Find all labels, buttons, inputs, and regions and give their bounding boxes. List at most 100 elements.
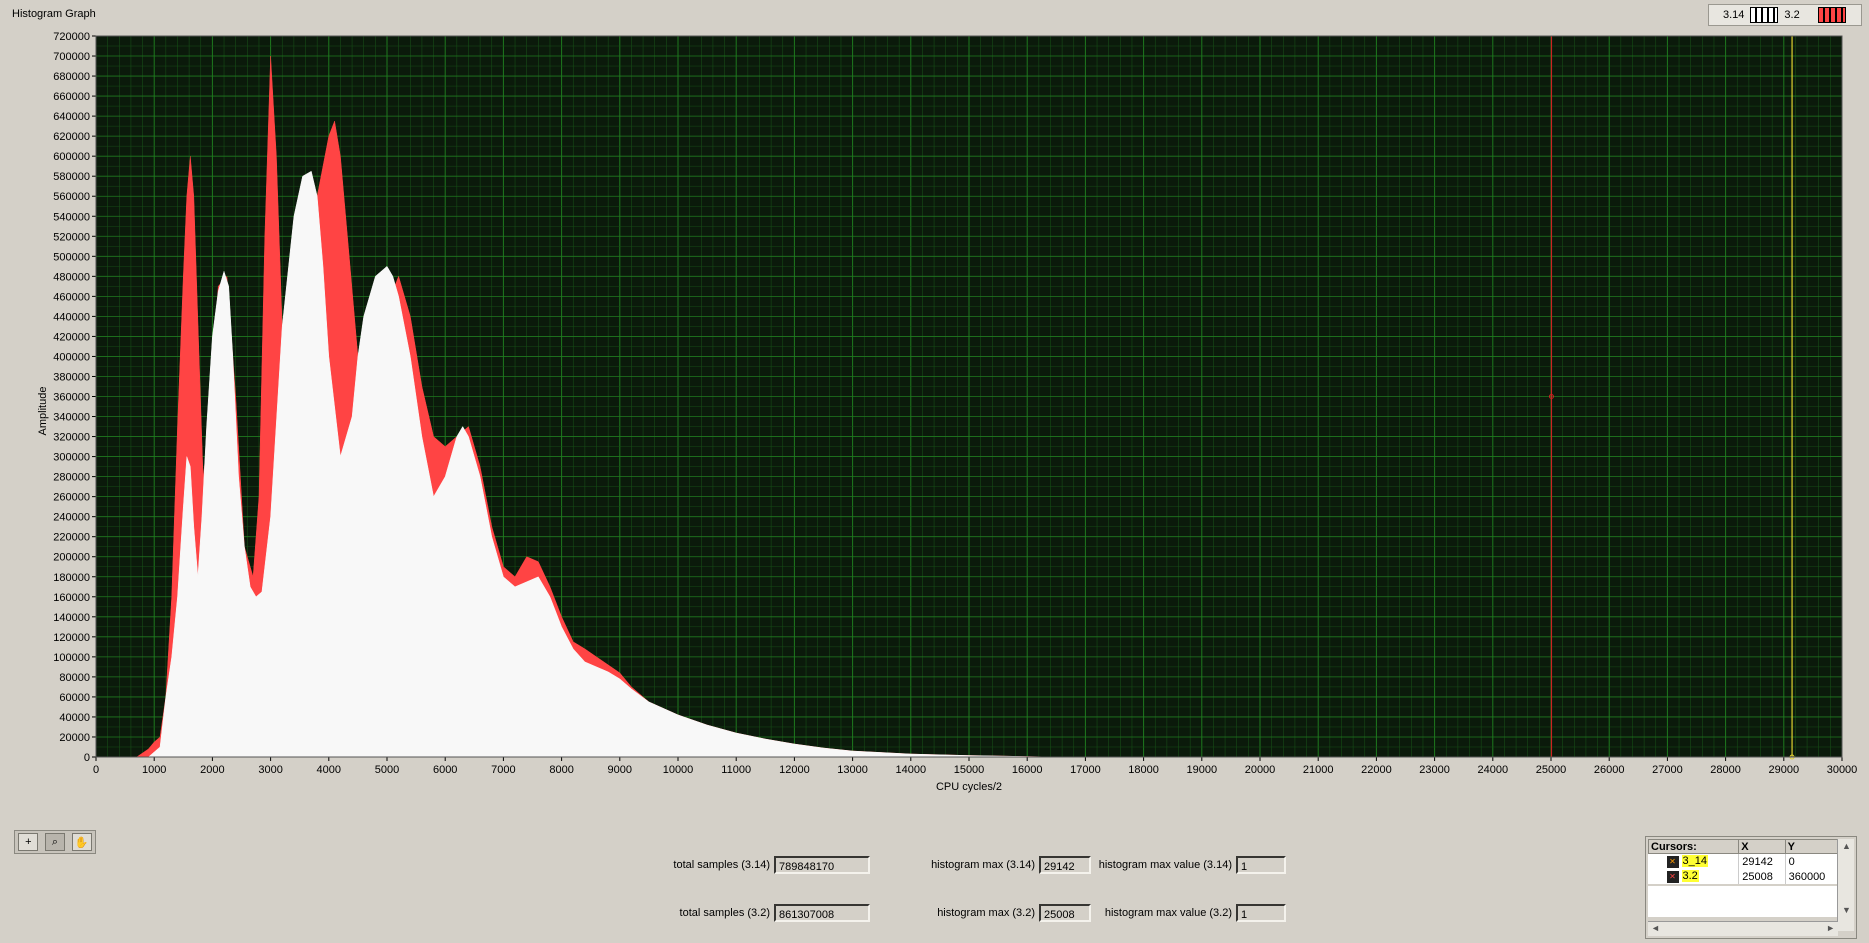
x-tick-label: 17000 [1070, 764, 1101, 776]
y-axis-ticks: 0 20000 40000 60000 80000 100000 120000 140000 1… [53, 31, 96, 764]
pan-hand-icon[interactable]: ✋ [71, 833, 92, 851]
y-tick-label: 160000 [53, 592, 90, 604]
x-tick-label: 25000 [1536, 764, 1567, 776]
x-tick-label: 13000 [837, 764, 868, 776]
cursor-name[interactable]: 3.2 [1681, 870, 1699, 883]
y-tick-label: 520000 [53, 231, 90, 243]
y-tick-label: 120000 [53, 632, 90, 644]
y-tick-label: 80000 [59, 672, 90, 684]
scroll-right-icon[interactable]: ► [1826, 923, 1835, 933]
histogram-max-value-314-value: 1 [1236, 856, 1286, 874]
y-tick-label: 640000 [53, 111, 90, 123]
scroll-up-icon[interactable]: ▲ [1842, 841, 1851, 851]
histogram-chart-svg[interactable]: 0200004000060000800001000001200001400001… [0, 26, 1869, 826]
total-samples-314-label: total samples (3.14) [673, 859, 770, 871]
legend-label-32: 3.2 [1784, 9, 1800, 21]
cursor-vertical-scrollbar[interactable]: ▲ ▼ [1837, 839, 1854, 931]
cursor-row[interactable]: ✕ 3.2 25008 360000 [1648, 869, 1839, 884]
histogram-max-value-314-label: histogram max value (3.14) [1098, 859, 1232, 871]
cursor-orange-icon[interactable]: ✕ [1666, 855, 1679, 868]
x-tick-label: 29000 [1769, 764, 1800, 776]
x-tick-label: 22000 [1361, 764, 1392, 776]
x-tick-label: 2000 [200, 764, 224, 776]
y-tick-label: 540000 [53, 211, 90, 223]
plot-legend-white-icon[interactable] [1750, 7, 1779, 23]
scroll-left-icon[interactable]: ◄ [1651, 923, 1660, 933]
y-tick-label: 600000 [53, 151, 90, 163]
histogram-max-32-label: histogram max (3.2) [937, 907, 1035, 919]
y-tick-label: 620000 [53, 131, 90, 143]
cursor-row[interactable]: ✕ 3_14 29142 0 [1648, 853, 1839, 869]
y-tick-label: 140000 [53, 612, 90, 624]
total-samples-32-label: total samples (3.2) [679, 907, 770, 919]
cursor-y[interactable]: 0 [1785, 853, 1839, 869]
y-tick-label: 40000 [59, 712, 90, 724]
x-tick-label: 21000 [1303, 764, 1334, 776]
legend-label-314: 3.14 [1723, 9, 1745, 21]
graph-palette: + ⌕ ✋ [14, 830, 96, 854]
y-tick-label: 720000 [53, 31, 90, 43]
histogram-max-32-value: 25008 [1039, 904, 1091, 922]
y-tick-label: 320000 [53, 432, 90, 444]
cursor-header-x: X [1738, 839, 1786, 854]
histogram-max-value-314-indicator: histogram max value (3.14) 1 [1092, 856, 1286, 874]
plot-legend-red-icon[interactable] [1817, 7, 1846, 23]
y-tick-label: 240000 [53, 512, 90, 524]
y-tick-label: 700000 [53, 51, 90, 63]
y-tick-label: 460000 [53, 291, 90, 303]
x-tick-label: 15000 [954, 764, 985, 776]
x-tick-label: 4000 [317, 764, 341, 776]
x-tick-label: 9000 [608, 764, 632, 776]
y-tick-label: 60000 [59, 692, 90, 704]
x-tick-label: 5000 [375, 764, 399, 776]
graph-title: Histogram Graph [12, 8, 96, 20]
x-tick-label: 11000 [721, 764, 751, 776]
scroll-down-icon[interactable]: ▼ [1842, 905, 1851, 915]
y-tick-label: 580000 [53, 171, 90, 183]
histogram-max-314-indicator: histogram max (3.14) 29142 [900, 856, 1091, 874]
total-samples-314-value: 789848170 [774, 856, 870, 874]
plot-legend[interactable]: 3.14 3.2 [1708, 4, 1862, 26]
y-tick-label: 200000 [53, 552, 90, 564]
crosshair-cursor-icon[interactable]: + [18, 833, 39, 851]
histogram-max-value-32-indicator: histogram max value (3.2) 1 [1092, 904, 1286, 922]
cursor-name[interactable]: 3_14 [1681, 855, 1708, 868]
y-tick-label: 180000 [53, 572, 90, 584]
cursor-legend[interactable]: Cursors: X Y ✕ 3_14 29142 0 ✕ 3.2 25008 36… [1645, 836, 1857, 939]
x-tick-label: 26000 [1594, 764, 1625, 776]
total-samples-314-indicator: total samples (3.14) 789848170 [640, 856, 870, 874]
y-tick-label: 680000 [53, 71, 90, 83]
cursor-table: Cursors: X Y ✕ 3_14 29142 0 ✕ 3.2 25008 36… [1647, 839, 1839, 884]
y-tick-label: 440000 [53, 311, 90, 323]
cursor-point-3-2[interactable] [1548, 394, 1554, 399]
zoom-icon[interactable]: ⌕ [44, 833, 65, 851]
y-tick-label: 500000 [53, 251, 90, 263]
x-tick-label: 14000 [896, 764, 927, 776]
y-tick-label: 400000 [53, 351, 90, 363]
cursor-header-name: Cursors: [1647, 839, 1740, 854]
x-axis-ticks: 0 1000 2000 3000 4000 5000 6000 7000 8000 9000 100… [93, 35, 1857, 776]
cursor-list-empty-area [1648, 886, 1838, 917]
cursor-header-y: Y [1784, 839, 1839, 854]
cursor-horizontal-scrollbar[interactable]: ◄ ► [1648, 921, 1838, 936]
cursor-red-icon[interactable]: ✕ [1666, 870, 1679, 883]
y-tick-label: 340000 [53, 412, 90, 424]
cursor-y[interactable]: 360000 [1785, 869, 1839, 884]
histogram-max-32-indicator: histogram max (3.2) 25008 [900, 904, 1091, 922]
histogram-graph[interactable]: 0 20000 40000 60000 80000 100000 120000 140000 1… [0, 26, 1869, 826]
histogram-max-value-32-label: histogram max value (3.2) [1104, 907, 1232, 919]
x-tick-label: 10000 [663, 764, 694, 776]
x-tick-label: 23000 [1419, 764, 1450, 776]
y-tick-label: 560000 [53, 191, 90, 203]
y-tick-label: 420000 [53, 331, 90, 343]
cursor-x[interactable]: 29142 [1738, 853, 1786, 869]
x-tick-label: 12000 [779, 764, 810, 776]
cursor-x[interactable]: 25008 [1738, 869, 1786, 884]
y-tick-label: 20000 [59, 732, 90, 744]
x-tick-label: 8000 [549, 764, 573, 776]
histogram-max-314-label: histogram max (3.14) [931, 859, 1035, 871]
y-tick-label: 300000 [53, 452, 90, 464]
x-axis-label: CPU cycles/2 [936, 781, 1002, 793]
y-tick-label: 100000 [53, 652, 90, 664]
